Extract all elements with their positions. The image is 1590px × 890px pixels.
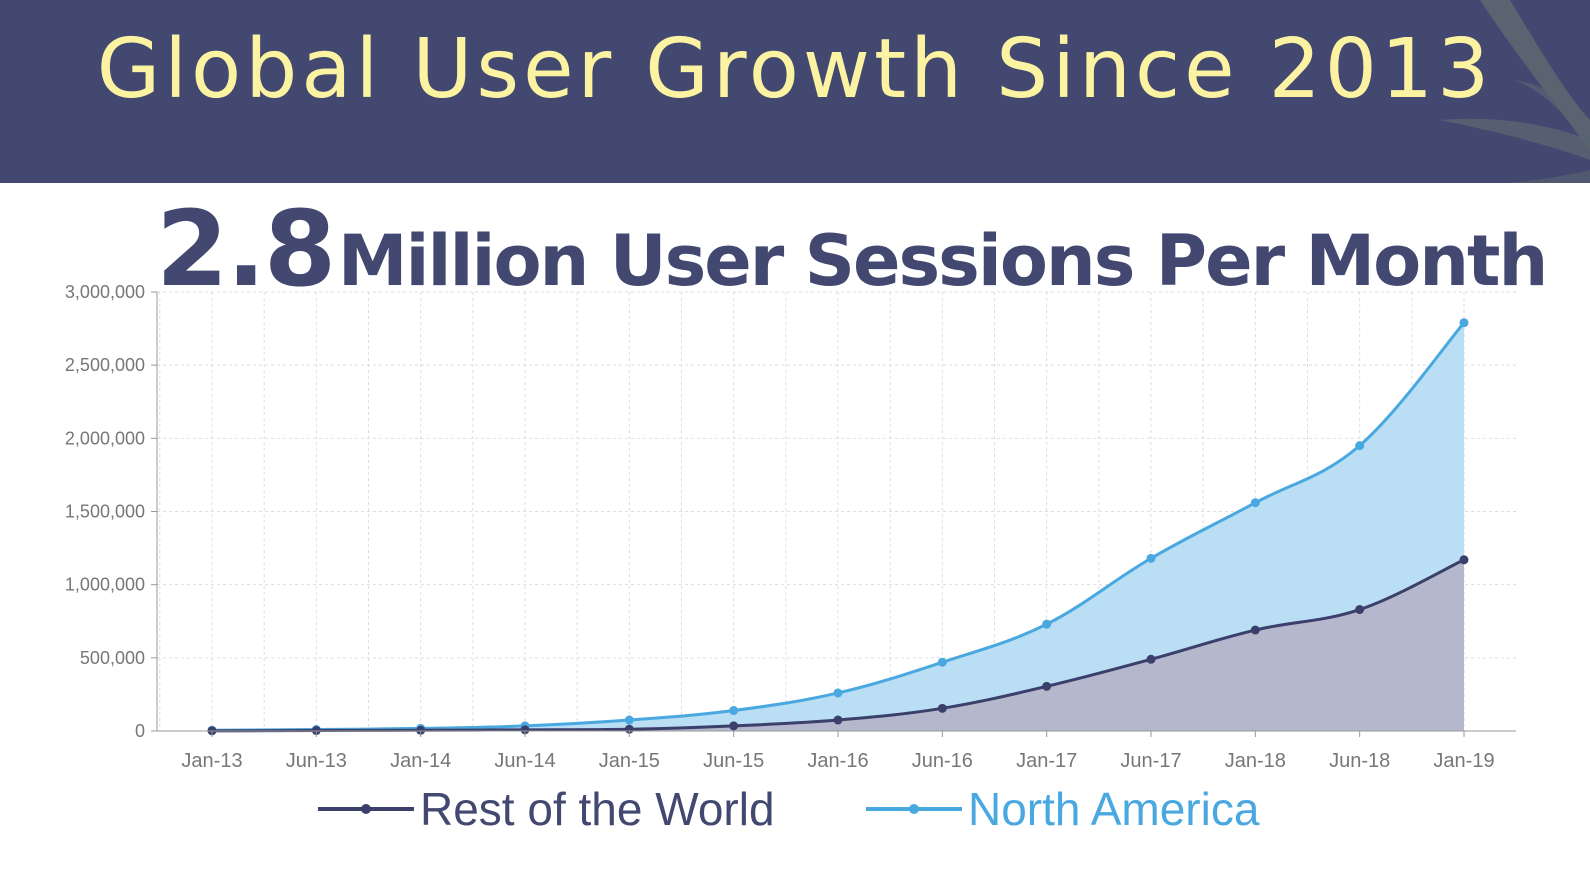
y-tick-label: 500,000: [80, 648, 145, 668]
point-north-america: [1459, 318, 1469, 328]
chart-points: [207, 318, 1469, 736]
area-chart: 0 500,000 1,000,000 1,500,000 2,000,000 2,500…: [65, 282, 1516, 772]
y-tick-label: 0: [135, 721, 145, 741]
chart-areas: [212, 322, 1464, 731]
x-tick-label: Jan-13: [181, 750, 242, 772]
title-banner: Global User Growth Since 2013: [0, 0, 1590, 183]
point-north-america: [833, 688, 843, 698]
x-tick-label: Jan-14: [390, 750, 451, 772]
legend-label-rest-of-world: Rest of the World: [420, 783, 775, 835]
point-north-america: [624, 715, 634, 725]
point-rest-of-the-world: [416, 725, 426, 735]
area-north-america: [212, 322, 1464, 731]
banner-title: Global User Growth Since 2013: [96, 22, 1494, 117]
point-north-america: [1042, 619, 1052, 629]
point-rest-of-the-world: [1355, 605, 1365, 615]
y-tick-label: 3,000,000: [65, 282, 145, 302]
point-north-america: [729, 706, 739, 716]
legend-swatch-rest-of-world: [318, 804, 414, 814]
x-tick-label: Jun-15: [703, 750, 764, 772]
area-rest-of-the-world: [212, 559, 1464, 731]
point-rest-of-the-world: [1042, 681, 1052, 691]
y-axis-ticks: 0 500,000 1,000,000 1,500,000 2,000,000 2,500…: [65, 282, 157, 741]
x-axis-ticks: Jan-13 Jun-13 Jan-14 Jun-14 Jan-15 Jun-15 Jan-…: [181, 731, 1495, 772]
point-rest-of-the-world: [833, 715, 843, 725]
headline: 2.8 Million User Sessions Per Month: [156, 188, 1549, 310]
point-north-america: [1355, 441, 1365, 451]
y-tick-label: 1,000,000: [65, 575, 145, 595]
point-rest-of-the-world: [937, 703, 947, 713]
x-tick-label: Jan-16: [807, 750, 868, 772]
point-north-america: [1250, 498, 1260, 508]
point-rest-of-the-world: [1459, 555, 1469, 565]
headline-number: 2.8: [156, 188, 336, 310]
x-tick-label: Jun-14: [494, 750, 555, 772]
x-tick-label: Jan-17: [1016, 750, 1077, 772]
point-north-america: [1146, 553, 1156, 563]
headline-text: Million User Sessions Per Month: [337, 220, 1549, 302]
legend-swatch-north-america: [866, 804, 962, 814]
point-rest-of-the-world: [520, 725, 530, 735]
legend-label-north-america: North America: [968, 783, 1260, 835]
x-tick-label: Jan-15: [599, 750, 660, 772]
y-tick-label: 2,000,000: [65, 428, 145, 448]
point-rest-of-the-world: [1250, 625, 1260, 635]
x-tick-label: Jun-17: [1120, 750, 1181, 772]
legend-item-rest-of-world: Rest of the World: [318, 782, 775, 836]
chart-grid: [157, 291, 1516, 732]
y-tick-label: 1,500,000: [65, 502, 145, 522]
chart-legend: Rest of the World North America: [0, 782, 1590, 846]
x-tick-label: Jan-19: [1433, 750, 1494, 772]
x-tick-label: Jun-13: [286, 750, 347, 772]
legend-item-north-america: North America: [866, 782, 1259, 836]
point-north-america: [937, 657, 947, 667]
point-rest-of-the-world: [729, 721, 739, 731]
y-tick-label: 2,500,000: [65, 355, 145, 375]
x-tick-label: Jun-16: [912, 750, 973, 772]
point-rest-of-the-world: [1146, 654, 1156, 664]
x-tick-label: Jun-18: [1329, 750, 1390, 772]
x-tick-label: Jan-18: [1225, 750, 1286, 772]
leaf-icon: [1440, 0, 1590, 183]
